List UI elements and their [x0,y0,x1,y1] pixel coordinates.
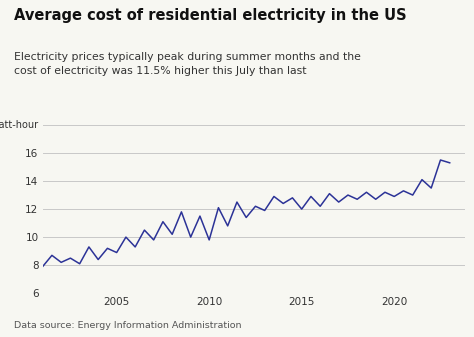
Text: Average cost of residential electricity in the US: Average cost of residential electricity … [14,8,407,24]
Text: 18 cents per kilowatt-hour: 18 cents per kilowatt-hour [0,120,38,130]
Text: Electricity prices typically peak during summer months and the
cost of electrici: Electricity prices typically peak during… [14,52,361,76]
Text: Data source: Energy Information Administration: Data source: Energy Information Administ… [14,321,242,330]
